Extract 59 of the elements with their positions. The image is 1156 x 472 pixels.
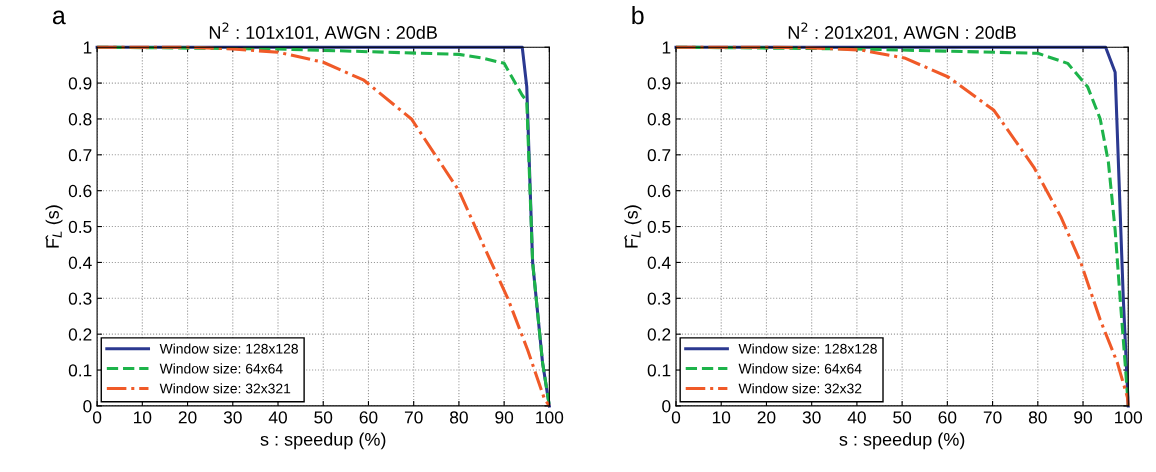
y-tick-label: 0.4 bbox=[68, 256, 92, 269]
y-tick-label: 0.1 bbox=[647, 364, 671, 377]
y-tick-label: 1 bbox=[662, 41, 671, 54]
y-axis-title: F̂$_{L}$ (s) bbox=[624, 205, 642, 248]
y-tick-label: 0.9 bbox=[68, 77, 92, 90]
y-tick-label: 0.5 bbox=[647, 220, 671, 234]
x-tick-label: 100 bbox=[1115, 411, 1143, 424]
y-tick-label: 0.2 bbox=[68, 328, 92, 341]
y-axis-title: F̂$_{L}$ (s) bbox=[45, 205, 63, 248]
y-tick-label: 0.7 bbox=[647, 148, 671, 162]
legend-label: Window size: 128x128 bbox=[738, 343, 877, 354]
y-tick-label: 0.5 bbox=[68, 220, 92, 234]
text: a bbox=[52, 10, 66, 25]
y-tick-label: 0.8 bbox=[647, 113, 671, 126]
line-series bbox=[674, 45, 1130, 408]
x-tick-label: 50 bbox=[314, 411, 333, 424]
y-tick-label: 0.4 bbox=[647, 256, 671, 269]
y-tick-label: 0.1 bbox=[68, 364, 92, 377]
x-tick-label: 20 bbox=[757, 411, 776, 424]
y-tick-label: 0.7 bbox=[68, 148, 92, 162]
y-tick-label: 0.6 bbox=[68, 184, 92, 198]
y-tick-label: 0.3 bbox=[647, 292, 671, 305]
x-tick-label: 60 bbox=[938, 411, 957, 424]
y-tick-label: 0 bbox=[662, 400, 671, 413]
x-tick-label: 100 bbox=[536, 411, 564, 424]
chart-title: N$^{2}$ : 201x201, AWGN : 20dB bbox=[788, 22, 1016, 42]
legend-label: Window size: 64x64 bbox=[738, 363, 862, 374]
x-tick-label: 70 bbox=[404, 411, 423, 424]
x-axis-title: s : speedup (%) bbox=[839, 432, 965, 450]
legend-label: Window size: 32x321 bbox=[159, 383, 291, 394]
x-tick-label: 40 bbox=[847, 411, 866, 424]
x-tick-label: 0 bbox=[671, 411, 681, 424]
x-tick-label: 80 bbox=[450, 411, 468, 424]
y-tick-label: 0.3 bbox=[68, 292, 92, 305]
x-tick-label: 0 bbox=[92, 411, 102, 424]
legend-label: Window size: 128x128 bbox=[159, 343, 298, 354]
x-tick-label: 10 bbox=[134, 411, 152, 424]
y-tick-label: 1 bbox=[83, 41, 92, 54]
x-tick-label: 10 bbox=[712, 411, 731, 424]
y-tick-label: 0.2 bbox=[647, 328, 671, 341]
x-tick-label: 40 bbox=[268, 411, 287, 424]
x-tick-label: 20 bbox=[178, 411, 197, 424]
x-axis-title: s : speedup (%) bbox=[260, 432, 386, 450]
y-tick-label: 0.8 bbox=[68, 113, 92, 126]
chart-title: N$^{2}$ : 101x101, AWGN : 20dB bbox=[209, 22, 437, 42]
x-tick-label: 30 bbox=[223, 411, 242, 424]
x-tick-label: 30 bbox=[802, 411, 821, 424]
x-tick-label: 70 bbox=[983, 411, 1002, 424]
legend-label: Window size: 32x32 bbox=[738, 383, 862, 394]
x-tick-label: 90 bbox=[495, 411, 514, 424]
x-tick-label: 80 bbox=[1028, 411, 1047, 424]
y-tick-label: 0.6 bbox=[647, 184, 671, 198]
y-tick-label: 0.9 bbox=[647, 77, 671, 90]
text: b bbox=[632, 5, 644, 25]
x-tick-label: 90 bbox=[1074, 411, 1093, 424]
y-tick-label: 0 bbox=[83, 400, 92, 413]
x-tick-label: 60 bbox=[359, 411, 378, 424]
legend-label: Window size: 64x64 bbox=[159, 363, 283, 374]
x-tick-label: 50 bbox=[893, 411, 912, 424]
